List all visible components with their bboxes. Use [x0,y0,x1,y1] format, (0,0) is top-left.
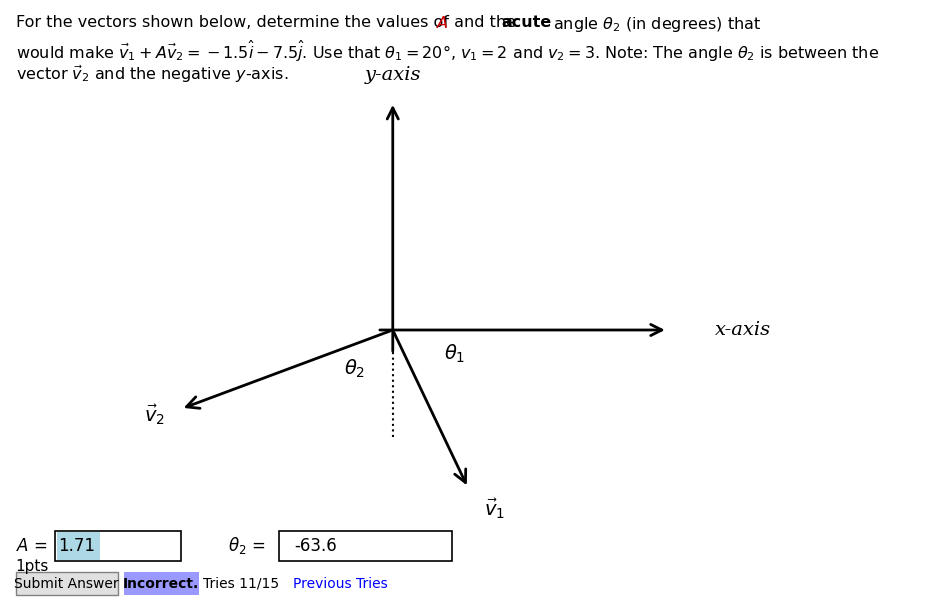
Text: Submit Answer: Submit Answer [14,577,119,591]
Text: would make $\vec{v}_1 + A\vec{v}_2 = -1.5\hat{i} - 7.5\hat{j}$. Use that $\theta: would make $\vec{v}_1 + A\vec{v}_2 = -1.… [16,39,878,64]
Text: 1.71: 1.71 [58,537,95,555]
FancyBboxPatch shape [124,572,198,595]
Text: $\theta_2$: $\theta_2$ [344,358,365,380]
Text: $\theta_2$ =: $\theta_2$ = [227,535,267,557]
Text: vector $\vec{v}_2$ and the negative $y$-axis.: vector $\vec{v}_2$ and the negative $y$-… [16,64,287,85]
Text: $\vec{v}_2$: $\vec{v}_2$ [144,403,165,427]
Text: angle $\theta_2$ (in degrees) that: angle $\theta_2$ (in degrees) that [547,15,760,34]
Text: $\vec{v}_1$: $\vec{v}_1$ [483,497,505,521]
FancyBboxPatch shape [55,531,181,561]
Text: y-axis: y-axis [364,66,420,84]
Text: x-axis: x-axis [714,321,770,339]
Text: $A$: $A$ [435,15,448,31]
Text: 1pts: 1pts [16,559,49,575]
FancyBboxPatch shape [279,531,451,561]
Text: acute: acute [501,15,550,30]
Text: and the: and the [449,15,521,30]
Text: $A$ =: $A$ = [16,537,49,555]
Text: $\theta_1$: $\theta_1$ [444,343,464,365]
FancyBboxPatch shape [56,532,99,560]
Text: For the vectors shown below, determine the values of: For the vectors shown below, determine t… [16,15,453,30]
FancyBboxPatch shape [16,572,118,595]
Text: Tries 11/15: Tries 11/15 [202,577,283,591]
Text: -63.6: -63.6 [294,537,337,555]
Text: Incorrect.: Incorrect. [123,577,199,591]
Text: Previous Tries: Previous Tries [293,577,388,591]
